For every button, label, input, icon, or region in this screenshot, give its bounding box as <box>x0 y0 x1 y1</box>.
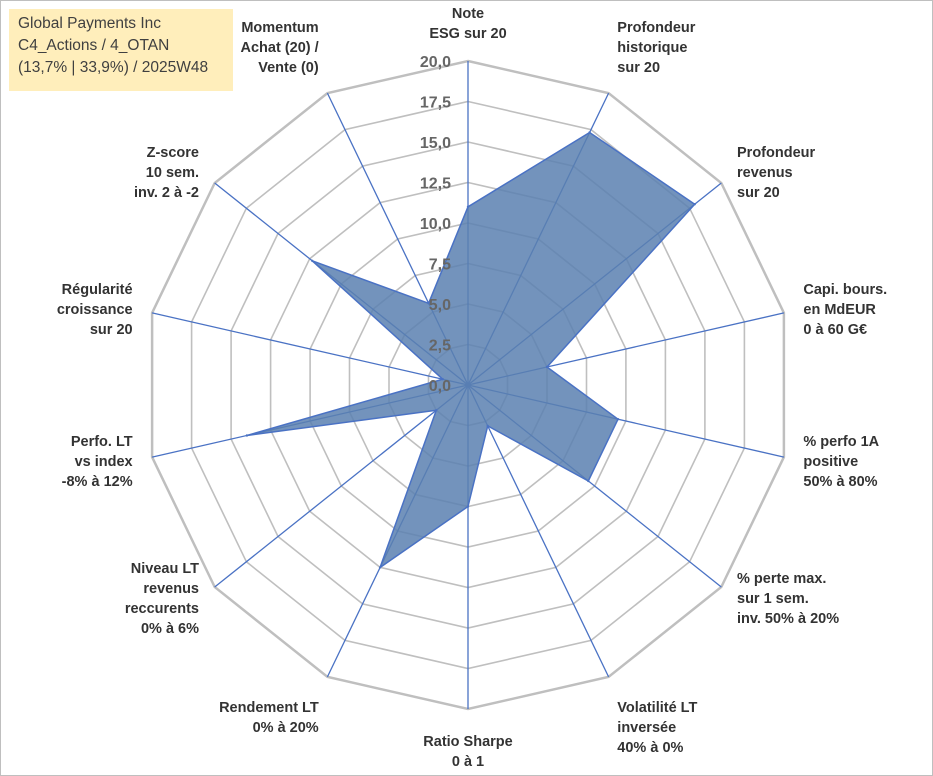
data-point <box>545 365 549 369</box>
axis-label-line: en MdEUR <box>803 302 876 318</box>
axis-label-line: Volatilité LT <box>617 700 697 716</box>
radar-series <box>245 131 696 569</box>
portfolio-label: C4_Actions / 4_OTAN <box>18 37 170 54</box>
tick-label: 5,0 <box>429 297 451 314</box>
data-point <box>427 302 430 305</box>
data-point <box>588 131 591 134</box>
tick-label: 2,5 <box>429 338 451 355</box>
axis-label-line: Capi. bours. <box>803 282 887 298</box>
tick-label: 10,0 <box>420 216 451 233</box>
axis-label: % perte max. sur 1 sem. inv. 50% à 20% <box>737 571 839 627</box>
axis-label-line: reccurents <box>125 601 199 617</box>
axis-label-line: Niveau LT <box>131 561 199 577</box>
axis-label: Profondeur revenus sur 20 <box>737 145 815 201</box>
tick-label: 17,5 <box>420 95 451 112</box>
axis-label-line: 40% à 0% <box>617 740 683 756</box>
axis-label-line: Z-score <box>147 145 199 161</box>
data-point <box>311 259 314 262</box>
axis-label-line: inv. 2 à -2 <box>134 185 199 201</box>
data-point <box>466 505 470 508</box>
data-point <box>616 418 620 421</box>
axis-label: Note ESG sur 20 <box>429 6 506 42</box>
axis-label-line: Profondeur <box>617 20 695 36</box>
axis-label: Perfo. LT vs index -8% à 12% <box>62 434 133 490</box>
axis-label-line: revenus <box>143 581 199 597</box>
axis-label: Momentum Achat (20) / Vente (0) <box>241 20 319 76</box>
axis-label-line: sur 20 <box>617 60 660 76</box>
axis-label-line: croissance <box>57 302 133 318</box>
data-point <box>466 205 470 208</box>
axis-label-line: Ratio Sharpe <box>423 734 512 750</box>
data-point <box>693 203 696 206</box>
axis-label-line: 0% à 20% <box>253 720 319 736</box>
axis-label-line: Vente (0) <box>258 60 319 76</box>
axis-label: Volatilité LT inversée 40% à 0% <box>617 700 697 756</box>
axis-label: Rendement LT 0% à 20% <box>219 700 319 736</box>
axis-label: Régularité croissance sur 20 <box>57 282 133 338</box>
tick-label: 20,0 <box>420 54 451 71</box>
company-name: Global Payments Inc <box>18 15 162 32</box>
axis-label: Profondeur historique sur 20 <box>617 20 695 76</box>
axis-label-line: revenus <box>737 165 793 181</box>
data-point <box>486 424 489 428</box>
axis-label-line: Rendement LT <box>219 700 319 716</box>
radar-tick-labels: 0,0 2,5 5,0 7,5 10,0 12,5 15,0 17,5 20,0 <box>420 54 451 395</box>
axis-label-line: 0 à 60 G€ <box>803 322 867 338</box>
data-point <box>441 378 444 381</box>
axis-spoke <box>467 384 610 678</box>
axis-label-line: -8% à 12% <box>62 474 133 490</box>
tick-label: 12,5 <box>420 176 451 193</box>
axis-label-line: 0 à 1 <box>452 754 484 770</box>
axis-label-line: sur 1 sem. <box>737 591 809 607</box>
data-point <box>435 409 438 412</box>
axis-spoke <box>151 312 469 386</box>
axis-label: % perfo 1A positive 50% à 80% <box>803 434 879 490</box>
axis-label-line: 50% à 80% <box>803 474 877 490</box>
axis-label: Ratio Sharpe 0 à 1 <box>423 734 512 770</box>
axis-label-line: Achat (20) / <box>241 40 319 56</box>
tick-label: 15,0 <box>420 135 451 152</box>
axis-label: Niveau LT revenus reccurents 0% à 6% <box>125 561 199 637</box>
score-week-label: (13,7% | 33,9%) / 2025W48 <box>18 59 209 76</box>
axis-label: Z-score 10 sem. inv. 2 à -2 <box>134 145 199 201</box>
axis-label-line: inv. 50% à 20% <box>737 611 839 627</box>
axis-label-line: Régularité <box>62 282 133 298</box>
axis-label-line: Momentum <box>241 20 318 36</box>
axis-label-line: ESG sur 20 <box>429 26 506 42</box>
axis-label-line: Note <box>452 6 484 22</box>
tick-label: 0,0 <box>429 378 451 395</box>
radar-axis-labels: Note ESG sur 20 Profondeur historique sur 20… <box>57 6 887 770</box>
axis-label-line: Perfo. LT <box>71 434 133 450</box>
axis-label-line: 10 sem. <box>146 165 199 181</box>
axis-label-line: sur 20 <box>737 185 780 201</box>
axis-label-line: inversée <box>617 720 676 736</box>
tick-label: 7,5 <box>429 257 451 274</box>
axis-label-line: positive <box>803 454 858 470</box>
axis-label-line: % perte max. <box>737 571 826 587</box>
data-point <box>587 479 590 483</box>
axis-label: Capi. bours. en MdEUR 0 à 60 G€ <box>803 282 887 338</box>
chart-header: Global Payments Inc C4_Actions / 4_OTAN … <box>9 9 233 91</box>
axis-label-line: historique <box>617 40 687 56</box>
axis-label-line: Profondeur <box>737 145 815 161</box>
axis-label-line: 0% à 6% <box>141 621 199 637</box>
axis-label-line: vs index <box>75 454 133 470</box>
axis-label-line: sur 20 <box>90 322 133 338</box>
data-point <box>245 434 249 437</box>
data-point <box>378 566 382 569</box>
axis-label-line: % perfo 1A <box>803 434 879 450</box>
axis-spoke <box>214 384 469 588</box>
